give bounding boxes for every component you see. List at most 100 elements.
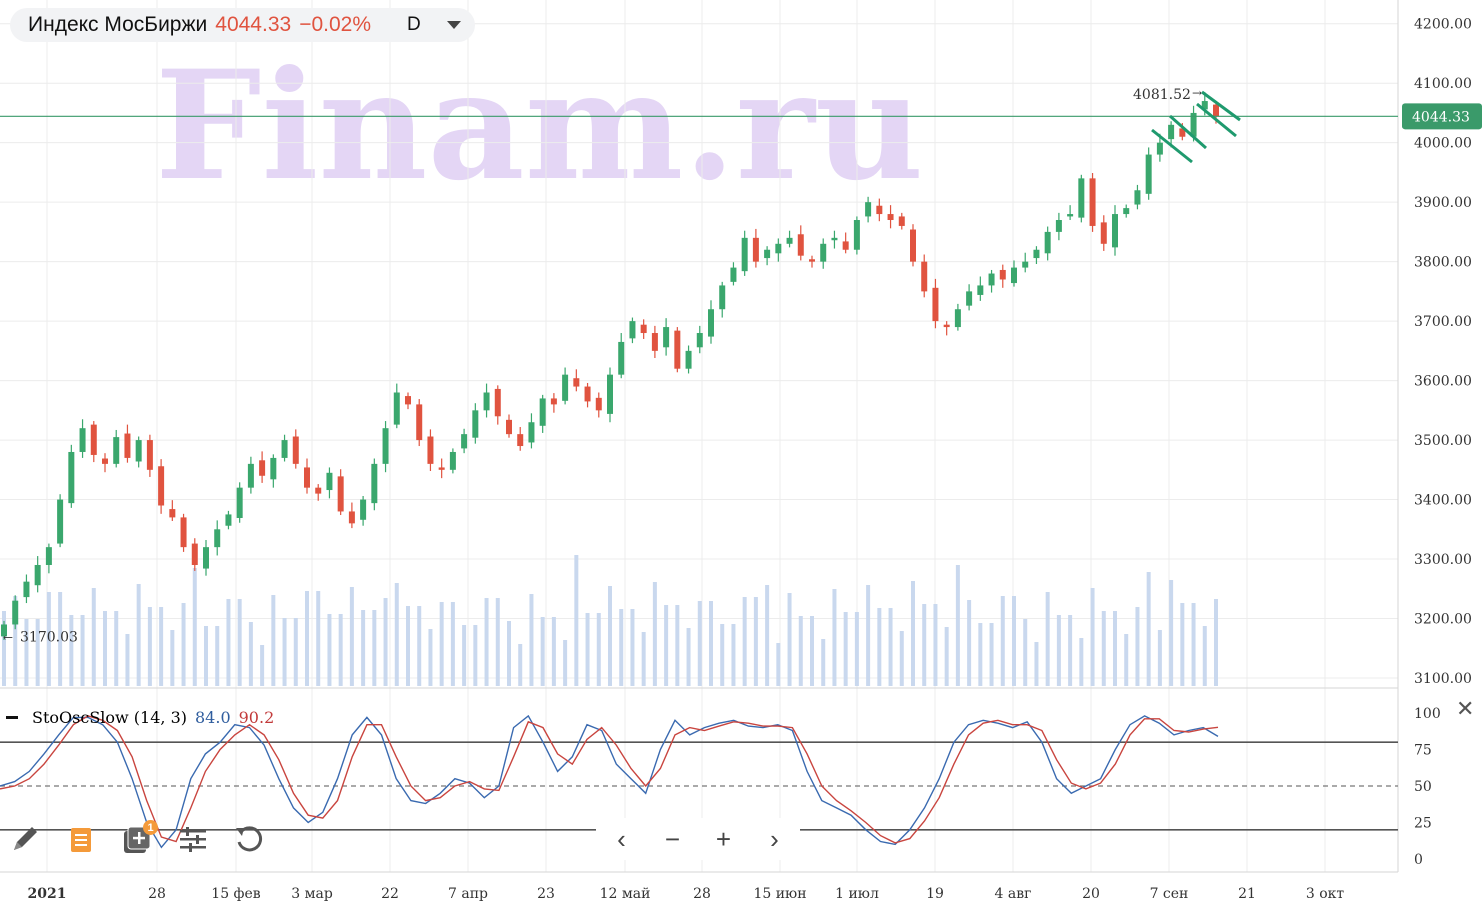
drawing-line[interactable] bbox=[1169, 114, 1207, 150]
candle[interactable] bbox=[90, 424, 97, 455]
candle[interactable] bbox=[730, 267, 737, 282]
indicator-name[interactable]: StoOscSlow (14, 3) bbox=[32, 708, 187, 727]
candle[interactable] bbox=[1112, 214, 1118, 248]
candle[interactable] bbox=[259, 460, 266, 476]
candle[interactable] bbox=[247, 463, 254, 488]
candle[interactable] bbox=[741, 237, 748, 272]
candle[interactable] bbox=[102, 458, 108, 464]
candle[interactable] bbox=[1213, 104, 1219, 117]
candle[interactable] bbox=[797, 234, 804, 256]
candle[interactable] bbox=[57, 499, 64, 544]
candle[interactable] bbox=[214, 529, 221, 548]
candle[interactable] bbox=[483, 392, 490, 411]
candle[interactable] bbox=[158, 466, 165, 506]
candle[interactable] bbox=[146, 440, 153, 470]
candle[interactable] bbox=[629, 321, 636, 339]
candle[interactable] bbox=[1190, 112, 1197, 137]
candle[interactable] bbox=[326, 472, 333, 491]
candle[interactable] bbox=[764, 249, 771, 259]
candle[interactable] bbox=[775, 243, 782, 254]
candle[interactable] bbox=[371, 463, 378, 504]
candle[interactable] bbox=[1123, 208, 1130, 215]
candle[interactable] bbox=[292, 436, 299, 464]
candle[interactable] bbox=[618, 341, 625, 375]
candle[interactable] bbox=[113, 437, 120, 464]
candle[interactable] bbox=[820, 243, 827, 262]
candle[interactable] bbox=[135, 440, 142, 462]
instrument-name[interactable]: Индекс МосБиржи bbox=[28, 13, 208, 36]
candle[interactable] bbox=[809, 259, 815, 262]
candle[interactable] bbox=[461, 434, 468, 449]
candle[interactable] bbox=[966, 291, 973, 306]
candle[interactable] bbox=[348, 511, 355, 524]
zoom-in-button[interactable]: + bbox=[715, 823, 732, 854]
candle[interactable] bbox=[427, 436, 434, 464]
settings-sliders-icon[interactable] bbox=[174, 820, 212, 858]
candle[interactable] bbox=[562, 374, 569, 401]
candle[interactable] bbox=[719, 285, 726, 310]
candle[interactable] bbox=[472, 410, 479, 438]
candle[interactable] bbox=[607, 374, 613, 414]
candle[interactable] bbox=[752, 237, 759, 262]
candle[interactable] bbox=[449, 451, 456, 470]
candle[interactable] bbox=[225, 514, 232, 526]
candle[interactable] bbox=[1145, 154, 1152, 194]
zoom-out-button[interactable]: − bbox=[664, 823, 681, 854]
drawing-line[interactable] bbox=[1201, 90, 1241, 122]
candle[interactable] bbox=[382, 428, 389, 464]
candle[interactable] bbox=[528, 422, 535, 443]
candle[interactable] bbox=[12, 600, 19, 625]
candle[interactable] bbox=[405, 396, 411, 405]
close-indicator-icon[interactable]: ✕ bbox=[1456, 696, 1475, 721]
candle[interactable] bbox=[910, 229, 916, 262]
candle[interactable] bbox=[685, 350, 692, 369]
candle[interactable] bbox=[393, 392, 400, 425]
candle[interactable] bbox=[842, 241, 849, 250]
candle[interactable] bbox=[180, 517, 187, 548]
candle[interactable] bbox=[932, 287, 939, 322]
candle[interactable] bbox=[360, 499, 367, 520]
candle[interactable] bbox=[1168, 124, 1175, 140]
candle[interactable] bbox=[416, 404, 423, 441]
chevron-down-icon[interactable] bbox=[446, 21, 461, 29]
candle[interactable] bbox=[23, 581, 30, 598]
candle[interactable] bbox=[584, 386, 591, 402]
candle[interactable] bbox=[45, 547, 52, 565]
candle[interactable] bbox=[977, 285, 984, 295]
candle[interactable] bbox=[786, 237, 793, 244]
candle[interactable] bbox=[640, 324, 647, 334]
reset-icon[interactable] bbox=[230, 820, 268, 858]
candle[interactable] bbox=[921, 261, 928, 292]
candle[interactable] bbox=[1067, 214, 1074, 217]
candle[interactable] bbox=[494, 388, 501, 417]
candle[interactable] bbox=[1, 624, 7, 637]
candle[interactable] bbox=[34, 564, 41, 586]
scroll-left-button[interactable]: ‹ bbox=[617, 823, 626, 854]
candle[interactable] bbox=[1011, 267, 1017, 284]
drawing-line[interactable] bbox=[1151, 128, 1193, 164]
timeframe-selector[interactable]: D bbox=[407, 14, 421, 35]
add-indicator-icon[interactable]: 1 bbox=[118, 820, 158, 858]
candle[interactable] bbox=[1022, 261, 1029, 268]
candle[interactable] bbox=[898, 216, 905, 226]
candle[interactable] bbox=[943, 324, 950, 328]
candle[interactable] bbox=[651, 333, 658, 351]
candle[interactable] bbox=[831, 237, 838, 241]
candle[interactable] bbox=[315, 487, 322, 494]
candle[interactable] bbox=[1100, 222, 1107, 244]
candle[interactable] bbox=[68, 451, 75, 504]
candle[interactable] bbox=[270, 457, 277, 480]
candle[interactable] bbox=[438, 467, 445, 470]
candle[interactable] bbox=[595, 397, 602, 411]
candle[interactable] bbox=[708, 309, 714, 337]
candle[interactable] bbox=[1044, 231, 1051, 254]
candle[interactable] bbox=[1134, 190, 1141, 205]
candle[interactable] bbox=[1089, 178, 1096, 226]
candle[interactable] bbox=[1055, 220, 1062, 232]
candle[interactable] bbox=[865, 202, 872, 217]
candle[interactable] bbox=[853, 220, 860, 250]
candle[interactable] bbox=[988, 273, 995, 286]
candle[interactable] bbox=[517, 434, 524, 447]
candle[interactable] bbox=[573, 378, 580, 387]
